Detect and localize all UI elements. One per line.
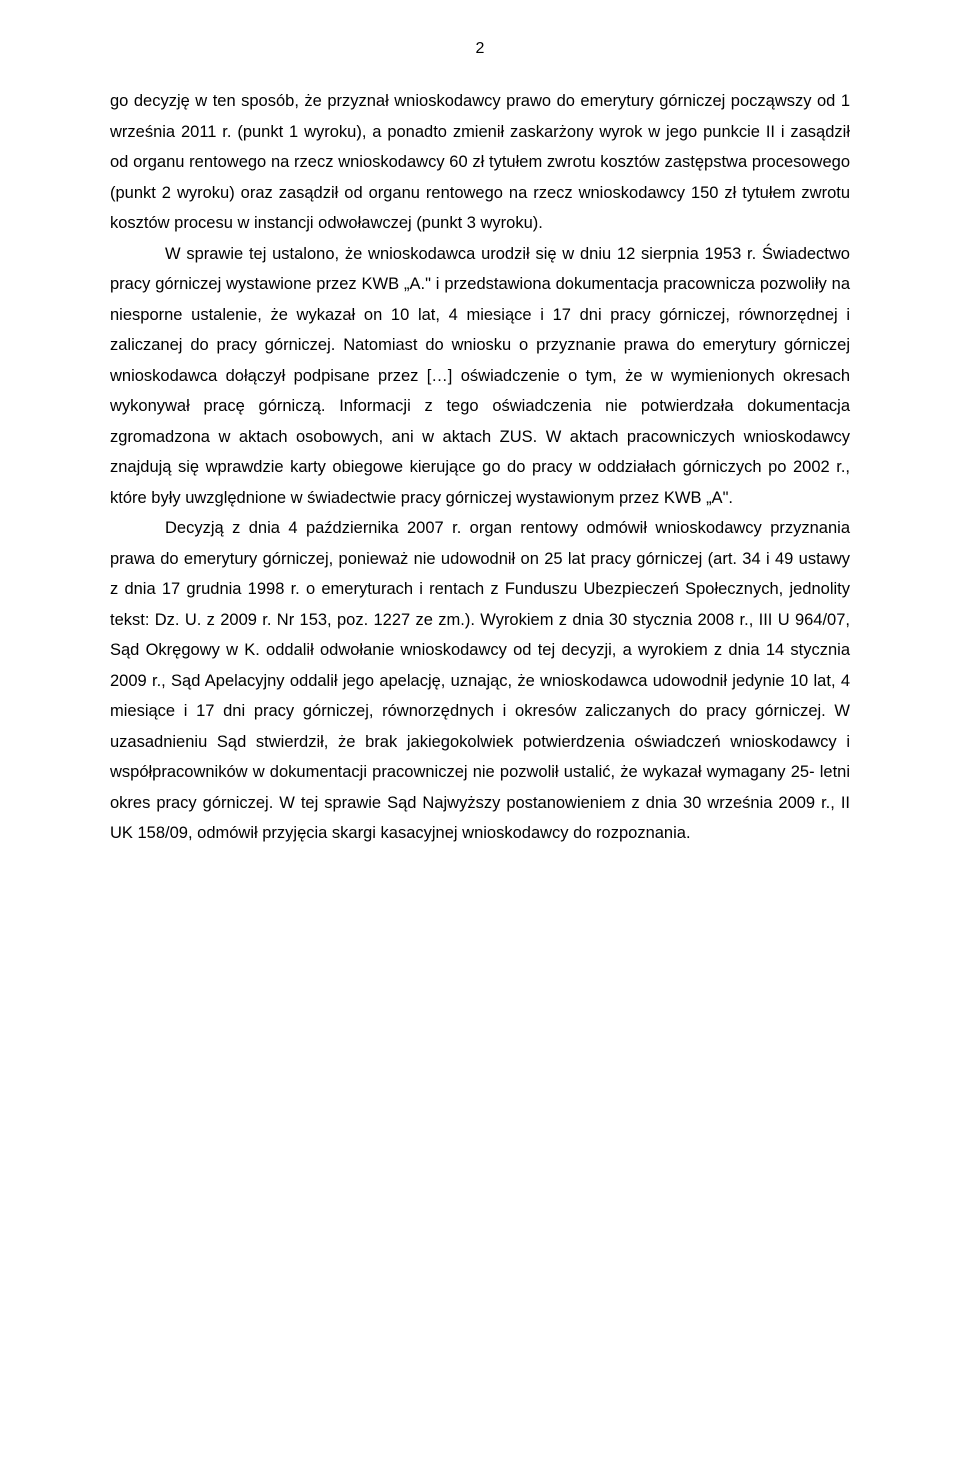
page-number: 2 [110,40,850,58]
paragraph-3: Decyzją z dnia 4 października 2007 r. or… [110,513,850,849]
document-page: 2 go decyzję w ten sposób, że przyznał w… [0,0,960,1463]
paragraph-2: W sprawie tej ustalono, że wnioskodawca … [110,239,850,514]
body-text: go decyzję w ten sposób, że przyznał wni… [110,86,850,849]
paragraph-1: go decyzję w ten sposób, że przyznał wni… [110,86,850,239]
